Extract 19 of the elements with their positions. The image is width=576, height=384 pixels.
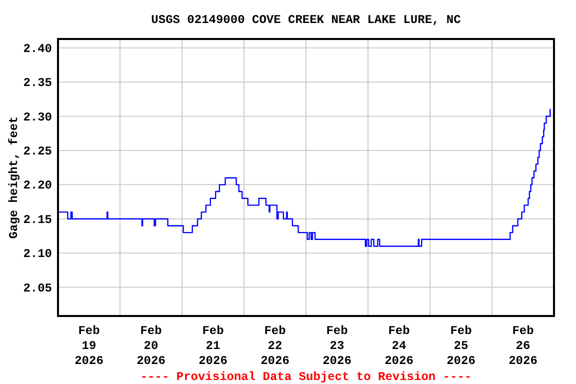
x-tick-label: Feb 20 2026 xyxy=(136,324,166,368)
y-tick-label: 2.40 xyxy=(23,42,52,56)
text: ---- Provisional Data Subject to Revision ---- xyxy=(140,370,472,384)
y-axis-title: Gage height, feet xyxy=(7,116,21,239)
x-tick-label: Feb 23 2026 xyxy=(322,324,352,368)
x-tick-label: Feb 22 2026 xyxy=(260,324,290,368)
x-tick-label: Feb 19 2026 xyxy=(74,324,104,368)
chart-title: USGS 02149000 COVE CREEK NEAR LAKE LURE, NC xyxy=(151,13,461,27)
x-tick-label: Feb 25 2026 xyxy=(446,324,476,368)
y-tick-label: 2.30 xyxy=(23,110,52,124)
x-tick-label: Feb 26 2026 xyxy=(508,324,538,368)
y-tick-label: 2.10 xyxy=(23,247,52,262)
y-tick-label: 2.15 xyxy=(23,212,52,227)
y-tick-label: 2.05 xyxy=(23,281,52,296)
y-tick-label: 2.35 xyxy=(23,76,52,90)
x-tick-label: Feb 21 2026 xyxy=(198,324,228,368)
y-tick-label: 2.20 xyxy=(23,178,52,193)
x-tick-label: Feb 24 2026 xyxy=(384,324,414,368)
y-tick-label: 2.25 xyxy=(23,144,52,158)
